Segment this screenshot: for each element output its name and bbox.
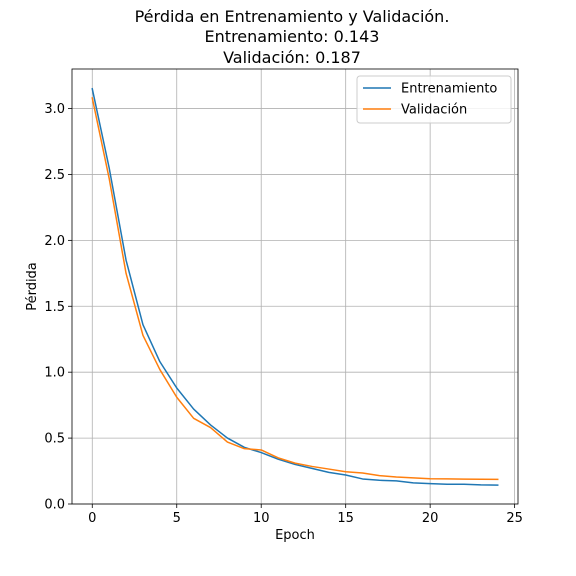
- x-tick-label: 25: [506, 511, 523, 526]
- title-line-2: Entrenamiento: 0.143: [205, 27, 380, 46]
- x-axis-label: Epoch: [275, 528, 315, 543]
- y-tick-label: 1.5: [44, 300, 65, 315]
- y-tick-label: 1.0: [44, 366, 65, 381]
- y-tick-label: 2.5: [44, 168, 65, 183]
- x-tick-label: 5: [173, 511, 181, 526]
- title-line-1: Pérdida en Entrenamiento y Validación.: [135, 7, 450, 26]
- y-tick-label: 3.0: [44, 102, 65, 117]
- x-tick-label: 10: [253, 511, 270, 526]
- y-tick-label: 0.0: [44, 498, 65, 513]
- y-axis-label: Pérdida: [25, 262, 40, 311]
- y-tick-label: 2.0: [44, 234, 65, 249]
- legend: Entrenamiento Validación: [357, 76, 511, 123]
- y-tick-label: 0.5: [44, 432, 65, 447]
- x-tick-label: 20: [422, 511, 439, 526]
- title-line-3: Validación: 0.187: [223, 48, 361, 67]
- x-tick-label: 15: [337, 511, 354, 526]
- legend-label: Entrenamiento: [401, 82, 497, 97]
- x-tick-label: 0: [88, 511, 96, 526]
- legend-label: Validación: [401, 103, 467, 118]
